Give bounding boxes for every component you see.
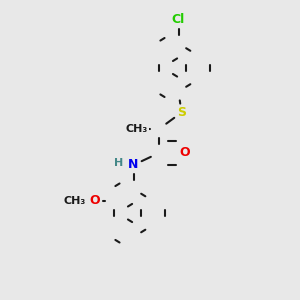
Text: O: O (89, 194, 100, 208)
Text: CH₃: CH₃ (125, 124, 148, 134)
Text: S: S (177, 106, 186, 119)
Text: CH₃: CH₃ (64, 196, 86, 206)
Text: Cl: Cl (172, 13, 185, 26)
Text: N: N (128, 158, 139, 172)
Text: H: H (114, 158, 123, 169)
Text: O: O (179, 146, 190, 160)
